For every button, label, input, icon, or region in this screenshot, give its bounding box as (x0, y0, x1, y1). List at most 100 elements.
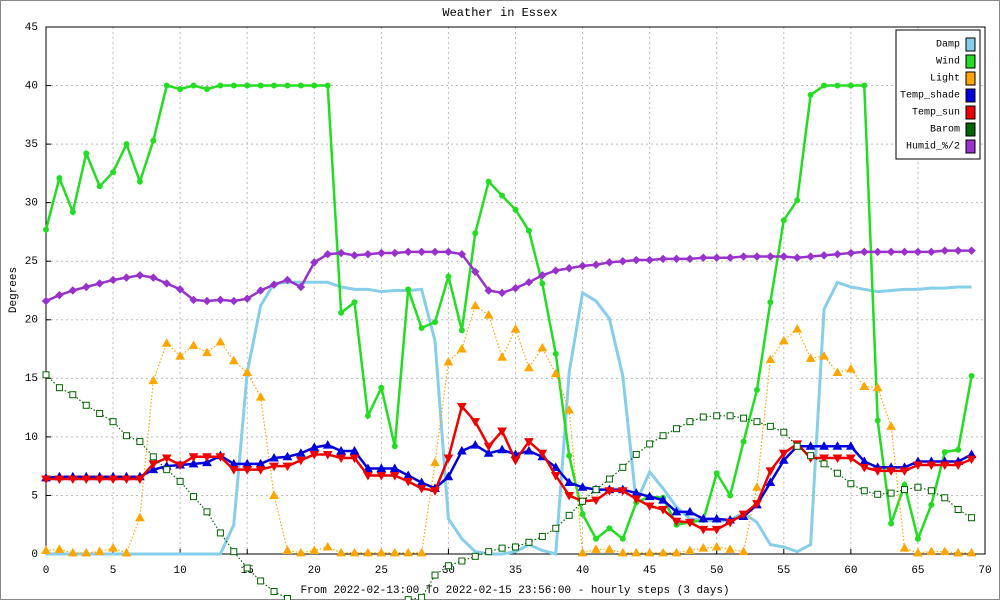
point (202, 296, 212, 306)
point (444, 247, 453, 257)
point (391, 443, 398, 450)
point (229, 296, 239, 306)
point (671, 547, 682, 557)
point (834, 82, 841, 89)
point (443, 356, 454, 366)
point (376, 547, 387, 557)
point (243, 294, 252, 303)
point (217, 82, 224, 89)
point (257, 577, 265, 585)
point (456, 445, 467, 455)
point (564, 477, 575, 487)
point (591, 544, 601, 553)
point (296, 282, 306, 292)
point (579, 497, 587, 505)
point (739, 252, 748, 261)
point (296, 456, 306, 466)
y-tick-label: 0 (31, 549, 38, 561)
point (927, 247, 936, 257)
point (672, 425, 680, 433)
point (913, 547, 923, 557)
point (901, 486, 909, 494)
point (631, 547, 642, 557)
point (939, 546, 950, 556)
legend-swatch (965, 105, 976, 120)
point (525, 227, 532, 234)
point (96, 409, 104, 417)
point (605, 258, 614, 267)
point (807, 91, 814, 98)
legend-swatch (965, 139, 976, 154)
point (738, 510, 749, 520)
point (108, 475, 118, 485)
point (819, 441, 829, 450)
point (376, 472, 387, 481)
point (69, 391, 77, 399)
point (711, 513, 722, 523)
point (189, 295, 198, 305)
point (405, 286, 412, 293)
point (188, 453, 199, 462)
point (54, 475, 65, 485)
point (511, 283, 520, 293)
point (364, 412, 371, 419)
x-tick-label: 55 (777, 565, 790, 577)
x-tick-label: 45 (643, 565, 656, 577)
point (177, 86, 184, 93)
y-tick-label: 35 (25, 139, 38, 151)
point (859, 463, 870, 473)
point (136, 438, 144, 446)
point (416, 547, 427, 557)
point (672, 254, 681, 264)
series-line (45, 304, 972, 554)
point (913, 461, 923, 471)
point (110, 169, 117, 176)
point (430, 247, 440, 257)
x-tick-label: 40 (576, 565, 589, 577)
point (832, 367, 843, 376)
point (631, 495, 642, 504)
point (269, 280, 279, 289)
point (336, 547, 346, 557)
point (711, 525, 722, 535)
legend-label: Temp_sun (912, 108, 960, 119)
chart-title: Weather in Essex (442, 6, 557, 20)
point (403, 547, 414, 557)
point (203, 508, 211, 516)
point (135, 475, 145, 485)
point (418, 593, 426, 600)
point (592, 535, 599, 542)
point (619, 463, 627, 471)
point (873, 247, 882, 257)
point (202, 347, 212, 357)
point (122, 432, 130, 440)
point (255, 466, 266, 475)
point (190, 82, 197, 89)
point (698, 513, 709, 523)
point (228, 466, 239, 475)
point (819, 251, 829, 260)
point (135, 271, 145, 280)
point (967, 246, 976, 255)
point (538, 532, 546, 540)
point (740, 414, 748, 422)
point (954, 505, 962, 513)
point (216, 295, 225, 305)
point (658, 254, 668, 264)
point (244, 82, 251, 89)
point (443, 454, 454, 463)
point (458, 327, 465, 334)
x-tick-label: 35 (509, 565, 522, 577)
plot-area (45, 26, 986, 555)
point (899, 543, 910, 552)
point (821, 82, 828, 89)
point (644, 491, 655, 501)
point (389, 463, 400, 473)
point (216, 529, 224, 537)
point (190, 493, 198, 501)
point (605, 475, 613, 483)
point (928, 501, 935, 508)
point (483, 310, 494, 319)
point (658, 495, 668, 504)
point (564, 404, 575, 414)
